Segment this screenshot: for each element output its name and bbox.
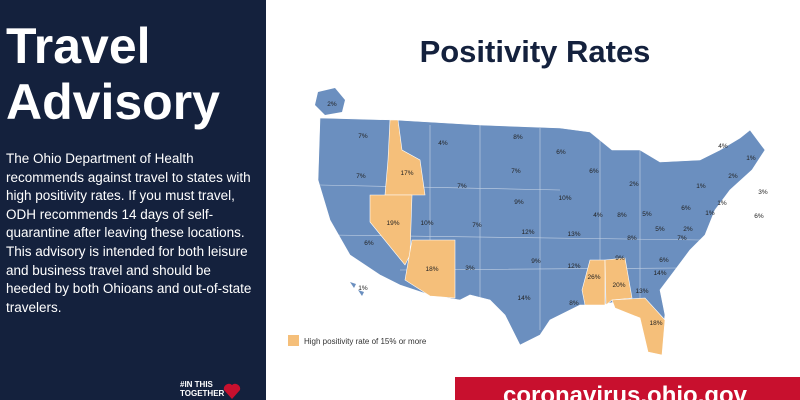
rate-label: 9% (615, 255, 625, 262)
url: coronavirus.ohio.gov (503, 382, 748, 400)
logo-text: TOGETHER (180, 389, 225, 398)
rate-label: 6% (364, 240, 374, 247)
rate-label: 1% (696, 183, 706, 190)
logo: #IN THIS TOGETHER (180, 380, 224, 398)
rate-label: 8% (569, 300, 579, 307)
high-rate-label: 26% (587, 274, 600, 281)
high-state (384, 119, 426, 196)
rate-label: 2% (728, 173, 738, 180)
rate-label: 7% (356, 173, 366, 180)
high-rate-label: 18% (425, 266, 438, 273)
rate-label: 12% (521, 229, 534, 236)
rate-label: 8% (627, 235, 637, 242)
rate-label: 3% (465, 265, 475, 272)
high-state (604, 257, 633, 306)
title: Advisory (6, 74, 220, 130)
rate-label: 2% (327, 101, 337, 108)
rate-label: 6% (589, 168, 599, 175)
rate-label: 1% (705, 210, 715, 217)
rate-label: 9% (531, 258, 541, 265)
rate-label: 6% (659, 257, 669, 264)
state-border (319, 125, 701, 330)
rate-label: 1% (717, 200, 727, 207)
legend-text: High positivity rate of 15% or more (304, 337, 427, 346)
rate-label: 8% (513, 134, 523, 141)
footer-banner: coronavirus.ohio.gov (455, 377, 800, 400)
sidebar: Travel Advisory The Ohio Department of H… (0, 0, 266, 400)
rate-label: 5% (642, 211, 652, 218)
rate-label: 4% (438, 140, 448, 147)
high-state (581, 259, 606, 306)
rate-label: 6% (681, 205, 691, 212)
rate-label: 2% (683, 226, 693, 233)
rate-label: 7% (677, 235, 687, 242)
high-state (611, 297, 666, 356)
rate-label: 13% (635, 288, 648, 295)
rate-label: 10% (420, 220, 433, 227)
rate-label: 3% (758, 189, 768, 196)
hawaii (350, 282, 364, 296)
logo-text: #IN THIS (180, 380, 213, 389)
rate-label: 9% (514, 199, 524, 206)
heart-icon (223, 383, 241, 399)
rate-label: 2% (629, 181, 639, 188)
title: Travel (6, 18, 151, 74)
alaska (315, 88, 345, 115)
high-state (369, 194, 413, 266)
rate-label: 1% (746, 155, 756, 162)
rate-label: 7% (358, 133, 368, 140)
rate-label: 7% (457, 183, 467, 190)
high-rate-label: 20% (612, 282, 625, 289)
rate-label: 5% (655, 226, 665, 233)
rate-label: 13% (567, 231, 580, 238)
legend-swatch (288, 335, 299, 346)
rate-label: 14% (653, 270, 666, 277)
rate-label: 6% (754, 213, 764, 220)
rate-label: 4% (718, 143, 728, 150)
high-rate-label: 18% (649, 320, 662, 327)
rate-label: 8% (617, 212, 627, 219)
rate-label: 14% (517, 295, 530, 302)
rate-label: 7% (511, 168, 521, 175)
rate-label: 1% (358, 285, 368, 292)
high-state (404, 239, 456, 299)
rate-label: 7% (472, 222, 482, 229)
map-title: Positivity Rates (420, 34, 651, 69)
map: Positivity Rates 2% 7% 4% 8% 6% 7% 17% 7% 7% 6% 2%… (288, 34, 768, 356)
advisory-text: The Ohio Department of Health recommends… (6, 151, 252, 315)
rate-label: 12% (567, 263, 580, 270)
high-rate-label: 19% (386, 220, 399, 227)
high-rate-label: 17% (400, 170, 413, 177)
rate-label: 6% (556, 149, 566, 156)
rate-label: 10% (558, 195, 571, 202)
rate-label: 4% (593, 212, 603, 219)
